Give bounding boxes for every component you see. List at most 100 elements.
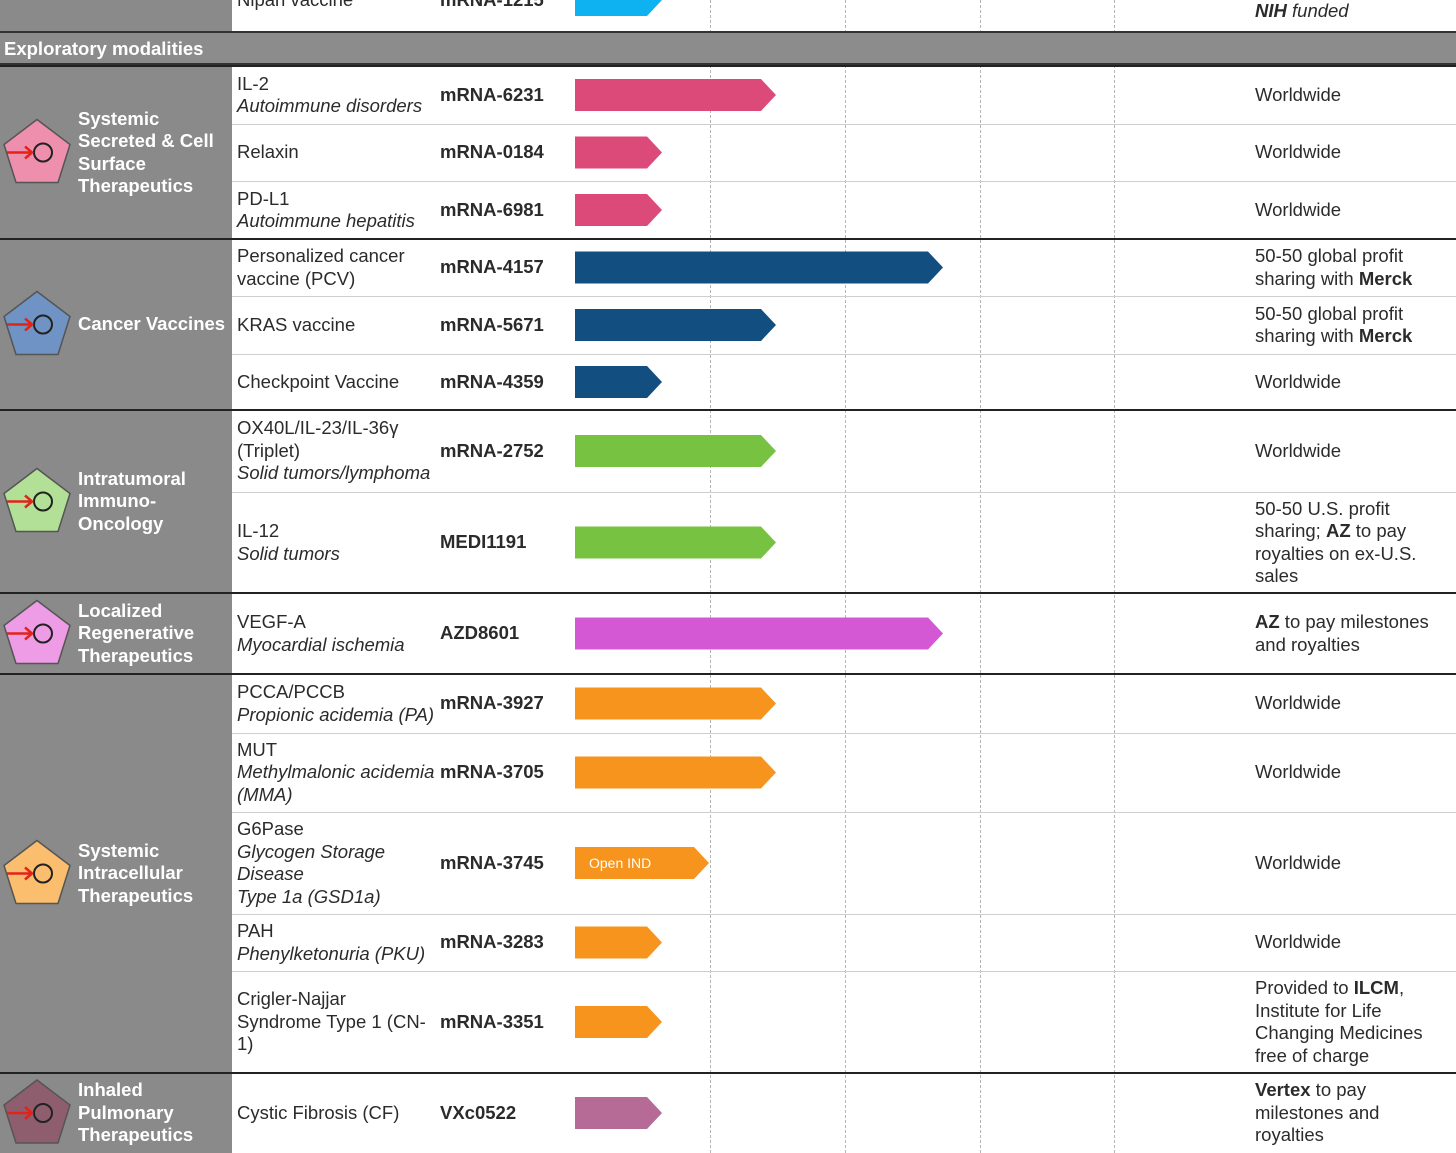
note-line: milestones and [1255,1102,1379,1125]
product-code: mRNA-6231 [440,83,544,105]
group-label-line: Secreted & Cell [78,130,214,151]
note-line: NIH funded [1255,0,1349,22]
product-name: IL-2 [237,72,269,94]
product-name: OX40L/IL-23/IL-36γ [237,417,399,439]
product-code: mRNA-3927 [440,692,544,714]
code-cell: mRNA-3745 [440,812,544,914]
code-cell: mRNA-3283 [440,914,544,971]
group-label-line: Systemic [78,107,160,129]
product-name: G6Pase [237,818,304,839]
indication: Propionic acidemia (PA) [237,703,435,725]
note-text: AZ [1255,611,1280,632]
group-label: Localized Regenerative Therapeutics [78,593,194,674]
product-cell: IL-12 Solid tumors [237,492,340,593]
indication: Phenylketonuria (PKU) [237,942,426,964]
note-text: and royalties [1255,633,1360,655]
product-name: PAH [237,920,274,941]
stage-bar [575,79,776,111]
note-text: 50-50 global profit [1255,302,1404,324]
product-name: 1) [237,1033,254,1055]
note-line: free of charge [1255,1045,1423,1068]
product-name: (Triplet) [237,439,301,461]
code-cell: mRNA-5671 [440,296,544,354]
group-label: Systemic Intracellular Therapeutics [78,674,193,1073]
note-text: 50-50 U.S. profit [1255,497,1390,519]
stage-bar [575,0,662,16]
note-cell: 50-50 U.S. profit sharing; AZ to pay royal… [1255,492,1416,593]
note-cell: 50-50 global profit sharing with Merck [1255,296,1412,354]
note-text: Worldwide [1255,83,1342,105]
note-line: Worldwide [1255,84,1341,107]
group-label-line: Therapeutics [78,884,194,906]
row-divider [232,181,1456,182]
product-code: mRNA-2752 [440,439,544,461]
row-divider [232,354,1456,355]
note-text: to pay [1310,1079,1367,1101]
stage-bar [575,194,662,226]
bar-label-text: Open IND [589,854,652,871]
product-name: Crigler-Najjar [237,988,346,1010]
code-cell: mRNA-6231 [440,66,544,124]
note-cell: Provided to ILCM, Institute for Life Chang… [1255,971,1423,1073]
group-divider [0,238,1456,240]
group-divider [0,409,1456,411]
product-code: mRNA-3283 [440,931,544,953]
product-code: mRNA-5671 [440,313,544,335]
stage-bar [575,926,662,959]
product-code: AZD8601 [440,622,520,644]
note-text: Worldwide [1255,692,1342,714]
note-cell: Worldwide [1255,674,1341,733]
note-text: Worldwide [1255,851,1342,873]
product-code: VXc0522 [440,1101,517,1123]
product-cell: IL-2 Autoimmune disorders [237,66,422,124]
note-text: Worldwide [1255,141,1342,163]
stage-guide [980,0,981,1153]
product-name: Nipah vaccine [237,0,353,11]
note-text: Worldwide [1255,198,1342,220]
stage-bar [575,251,943,284]
indication: (MMA) [237,783,293,805]
note-line: Worldwide [1255,692,1341,715]
row-divider [232,492,1456,493]
note-text: to pay milestones [1279,611,1429,632]
note-text: royalties on ex-U.S. [1255,542,1417,564]
note-text: sales [1255,565,1299,586]
indication: Type 1a (GSD1a) [237,885,381,907]
note-line: sharing with Merck [1255,268,1412,291]
row-divider [232,971,1456,972]
group-label-line: Localized [78,599,163,621]
note-line: Changing Medicines [1255,1022,1423,1045]
stage-guide [845,0,846,1153]
product-name: Cystic Fibrosis (CF) [237,1101,400,1123]
code-cell: mRNA-0184 [440,124,544,181]
note-line: AZ to pay milestones [1255,611,1429,634]
note-line: 50-50 global profit [1255,303,1412,326]
note-cell: Worldwide [1255,181,1341,239]
group-label-line: Pulmonary [78,1101,174,1123]
product-cell: G6Pase Glycogen Storage Disease Type 1a (GS… [237,812,385,914]
stage-bar [575,617,943,650]
indication: Solid tumors/lymphoma [237,462,431,484]
note-text: 50-50 global profit [1255,245,1404,266]
product-cell: PAH Phenylketonuria (PKU) [237,914,425,971]
indication: Solid tumors [237,542,340,564]
product-cell: Crigler-Najjar Syndrome Type 1 (CN- 1) [237,971,426,1073]
stage-bar [575,1006,662,1038]
product-name: Syndrome Type 1 (CN- [237,1010,426,1032]
note-text: Merck [1358,267,1413,289]
group-label-line: Therapeutics [78,1124,194,1146]
product-cell: Relaxin [237,124,299,181]
group-label: Intratumoral Immuno- Oncology [78,410,186,593]
group-divider [0,592,1456,594]
note-line: Worldwide [1255,199,1341,222]
code-cell: mRNA-4359 [440,354,544,410]
code-cell: VXc0522 [440,1073,516,1153]
note-cell: Vertex to pay milestones and royalties [1255,1073,1379,1153]
product-code: MEDI1191 [440,531,527,553]
indication: Disease [237,863,304,884]
stage-bar [575,756,776,789]
note-cell: Worldwide [1255,733,1341,812]
note-line: sharing with Merck [1255,325,1412,348]
note-line: 50-50 global profit [1255,245,1412,268]
